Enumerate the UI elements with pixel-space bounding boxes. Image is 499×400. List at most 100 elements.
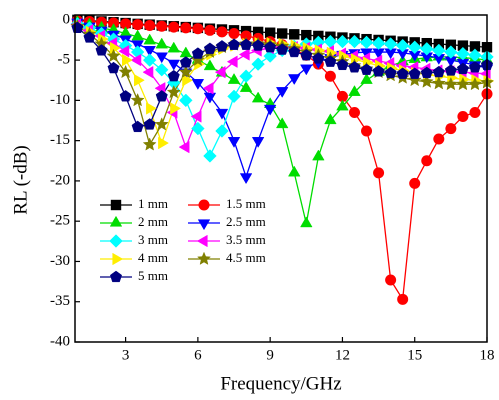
data-point: [158, 136, 169, 150]
data-point: [154, 117, 169, 131]
data-point: [191, 47, 204, 59]
data-point: [167, 59, 181, 71]
data-point: [288, 74, 301, 86]
data-point: [275, 87, 289, 98]
data-point: [408, 67, 421, 79]
data-point: [203, 149, 217, 163]
data-point: [289, 29, 300, 40]
data-point: [300, 216, 313, 228]
data-point: [155, 90, 168, 102]
data-point: [143, 46, 156, 57]
data-point: [371, 36, 386, 50]
data-point: [178, 140, 190, 154]
data-point: [324, 70, 336, 82]
data-point: [469, 41, 481, 52]
plot-frame: [74, 14, 488, 343]
data-point: [131, 120, 144, 133]
data-point: [179, 56, 192, 68]
data-point: [251, 91, 265, 103]
data-point: [155, 37, 168, 49]
data-point: [384, 66, 397, 79]
data-point: [203, 42, 216, 54]
data-point: [192, 23, 204, 35]
x-tick-label: 3: [122, 347, 130, 363]
data-point: [445, 123, 457, 135]
data-point: [215, 108, 229, 120]
data-point: [335, 34, 350, 49]
data-point: [180, 22, 192, 34]
data-point: [106, 48, 121, 63]
legend-marker: [197, 219, 211, 231]
data-point: [215, 124, 229, 138]
data-point: [143, 33, 156, 45]
data-point: [301, 29, 312, 41]
data-point: [324, 113, 337, 125]
data-point: [227, 73, 241, 84]
data-point: [455, 76, 470, 91]
data-point: [167, 41, 181, 53]
data-point: [154, 63, 169, 77]
data-point: [83, 31, 96, 43]
data-point: [469, 106, 481, 118]
data-point: [216, 26, 228, 38]
legend-label: 1.5 mm: [226, 196, 266, 211]
data-point: [421, 155, 433, 167]
x-tick-label: 18: [480, 347, 495, 363]
x-tick-label: 9: [266, 347, 274, 363]
legend-marker: [196, 234, 208, 248]
data-point: [202, 82, 214, 95]
data-point: [457, 110, 469, 122]
data-point: [203, 59, 217, 71]
y-tick-label: -10: [50, 92, 70, 108]
data-point: [275, 117, 289, 129]
data-point: [252, 39, 265, 51]
data-point: [383, 37, 398, 51]
data-point: [288, 45, 301, 58]
data-point: [168, 21, 180, 33]
data-point: [252, 26, 264, 38]
data-point: [251, 137, 265, 148]
data-point: [444, 64, 457, 76]
data-point: [300, 48, 313, 61]
data-point: [336, 90, 348, 102]
data-point: [156, 20, 168, 32]
data-point: [372, 65, 385, 77]
data-point: [190, 110, 202, 123]
data-point: [312, 149, 325, 161]
data-point: [348, 106, 360, 118]
data-point: [132, 19, 144, 31]
data-point: [420, 42, 434, 56]
data-point: [191, 79, 205, 90]
data-point: [432, 65, 445, 78]
data-point: [170, 102, 181, 115]
legend-marker: [197, 251, 211, 265]
legend-marker: [198, 199, 210, 211]
data-point: [276, 43, 289, 55]
data-point: [336, 58, 349, 71]
data-point: [456, 62, 469, 75]
legend-label: 2 mm: [138, 214, 168, 229]
data-point: [395, 38, 410, 53]
x-axis-label: Frequency/GHz: [220, 373, 341, 394]
data-point: [178, 64, 193, 79]
data-point: [142, 65, 154, 79]
data-point: [432, 43, 446, 58]
data-point: [468, 61, 481, 73]
data-point: [226, 55, 238, 68]
legend-marker: [109, 270, 123, 283]
data-point: [277, 28, 288, 39]
data-point: [118, 64, 133, 79]
data-point: [203, 92, 217, 104]
data-point: [397, 293, 409, 305]
x-tick-label: 6: [194, 347, 202, 363]
data-point: [155, 52, 168, 64]
y-tick-label: 0: [63, 11, 71, 27]
legend-label: 4 mm: [138, 250, 168, 265]
legend-label: 3 mm: [138, 232, 168, 247]
legend-label: 1 mm: [138, 196, 168, 211]
data-point: [467, 76, 482, 91]
data-point: [239, 173, 253, 185]
data-point: [130, 53, 142, 67]
legend-label: 2.5 mm: [226, 214, 266, 229]
y-tick-label: -25: [50, 213, 70, 229]
